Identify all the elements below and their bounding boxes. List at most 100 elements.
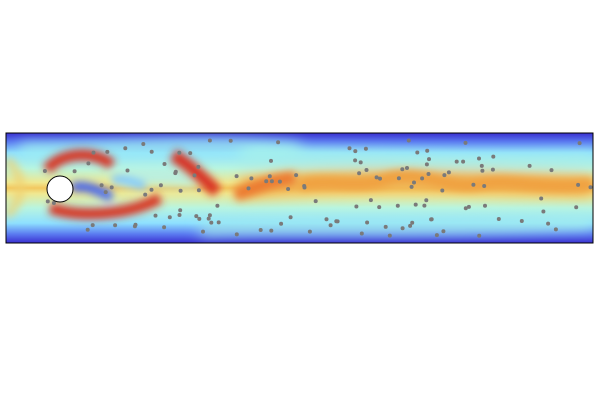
particle xyxy=(400,226,405,231)
particle xyxy=(347,146,352,151)
particle xyxy=(267,174,272,179)
particle xyxy=(132,224,137,229)
particle xyxy=(153,213,158,218)
particle xyxy=(279,221,284,226)
particle xyxy=(288,215,293,220)
particle xyxy=(466,204,471,209)
particle xyxy=(196,188,201,193)
particle xyxy=(491,154,496,159)
particle xyxy=(335,219,340,224)
particle xyxy=(405,166,409,170)
particle xyxy=(400,167,405,172)
particle xyxy=(424,198,429,203)
particle xyxy=(359,231,364,236)
particle xyxy=(307,229,312,234)
particle xyxy=(409,184,414,189)
particle xyxy=(105,149,110,154)
particle xyxy=(246,186,251,191)
particle xyxy=(234,174,239,179)
particle xyxy=(109,185,114,190)
particle xyxy=(358,160,363,165)
particle xyxy=(277,179,282,184)
particle xyxy=(143,192,148,197)
particle xyxy=(374,175,379,180)
particle xyxy=(396,176,401,181)
particle xyxy=(387,233,392,238)
particle xyxy=(480,168,485,173)
particle xyxy=(434,233,439,238)
particle xyxy=(324,217,329,222)
particle xyxy=(286,187,291,191)
particle xyxy=(441,229,446,234)
particle xyxy=(188,151,193,156)
particle-layer xyxy=(42,138,593,238)
particle xyxy=(477,156,481,161)
particle xyxy=(234,232,239,237)
particle xyxy=(141,142,146,146)
particle xyxy=(149,187,154,192)
particle xyxy=(45,199,50,204)
particle xyxy=(577,141,582,146)
particle xyxy=(424,162,429,167)
particle xyxy=(415,150,420,155)
particle xyxy=(149,149,154,154)
particle xyxy=(103,190,108,195)
particle xyxy=(463,206,468,211)
particle xyxy=(490,167,495,172)
channel-frame xyxy=(5,132,594,244)
particle xyxy=(90,223,95,228)
particle xyxy=(479,163,484,168)
particle xyxy=(197,216,202,221)
particle xyxy=(42,169,47,173)
particle xyxy=(446,170,451,175)
particle xyxy=(426,172,431,176)
particle xyxy=(113,223,118,228)
particle xyxy=(454,159,459,164)
particle xyxy=(427,157,431,162)
particle xyxy=(215,203,220,208)
particle xyxy=(482,184,487,188)
particle xyxy=(123,146,128,151)
particle xyxy=(378,176,382,181)
particle xyxy=(410,220,415,225)
particle xyxy=(72,169,77,174)
particle xyxy=(173,171,178,176)
particle xyxy=(91,150,96,155)
cylinder-obstacle xyxy=(46,175,74,203)
particle xyxy=(539,196,544,201)
velocity-field xyxy=(6,133,593,243)
particle xyxy=(588,185,593,190)
particle xyxy=(86,161,91,166)
particle xyxy=(258,228,263,232)
particle xyxy=(162,162,167,166)
particle xyxy=(527,163,532,168)
particle xyxy=(519,219,524,223)
particle xyxy=(461,159,466,164)
particle xyxy=(269,158,273,163)
particle xyxy=(363,146,368,151)
particle xyxy=(328,223,333,228)
particle xyxy=(228,138,233,143)
particle xyxy=(553,227,558,232)
particle xyxy=(383,224,388,229)
particle xyxy=(549,168,554,173)
particle xyxy=(177,213,182,217)
particle xyxy=(158,183,163,188)
particle xyxy=(357,171,362,176)
particle xyxy=(483,203,487,208)
particle xyxy=(408,223,413,228)
particle xyxy=(353,158,358,163)
particle xyxy=(412,180,416,185)
particle xyxy=(207,138,212,143)
particle xyxy=(353,149,358,154)
particle xyxy=(574,205,579,210)
particle xyxy=(206,216,211,221)
particle xyxy=(365,220,370,225)
particle xyxy=(429,217,434,222)
particle xyxy=(167,215,172,220)
particle xyxy=(422,203,427,208)
particle xyxy=(264,179,269,184)
particle xyxy=(368,198,373,203)
particle xyxy=(477,233,482,238)
particle xyxy=(216,220,221,225)
